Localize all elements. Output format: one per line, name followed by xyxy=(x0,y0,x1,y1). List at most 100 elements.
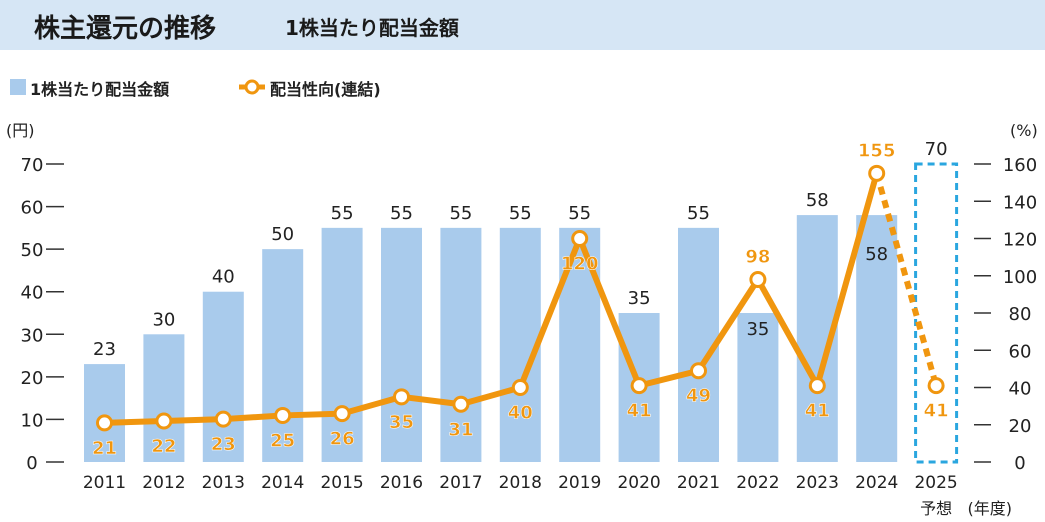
x-tick-label: 2011 xyxy=(83,473,126,493)
bar-value-label: 55 xyxy=(390,203,413,224)
bar-value-label: 50 xyxy=(271,224,294,245)
bar-value-label: 70 xyxy=(925,139,948,160)
bar xyxy=(84,364,125,462)
x-tick-label: 2014 xyxy=(261,473,304,493)
bar xyxy=(262,249,304,462)
payout-value-label: 23 xyxy=(211,434,236,455)
payout-point xyxy=(393,388,410,406)
page-title: 株主還元の推移 xyxy=(34,14,217,44)
header-bar: 株主還元の推移 1株当たり配当金額 xyxy=(0,0,1045,50)
bar xyxy=(440,227,482,462)
bar xyxy=(737,313,779,462)
payout-value-label: 35 xyxy=(389,412,414,433)
payout-point xyxy=(333,405,351,423)
legend-bar-swatch xyxy=(10,79,26,95)
bar-value-label: 35 xyxy=(628,288,651,309)
payout-value-label: 31 xyxy=(448,419,473,440)
payout-value-label: 120 xyxy=(561,254,599,275)
payout-value-label: 26 xyxy=(330,429,355,450)
payout-point xyxy=(690,362,707,380)
x-tick-label: 2017 xyxy=(439,473,482,493)
payout-value-label: 21 xyxy=(92,438,117,459)
payout-value-label: 155 xyxy=(858,140,896,161)
bar-value-label: 58 xyxy=(865,244,888,265)
left-tick-label: 30 xyxy=(21,325,44,346)
payout-point xyxy=(96,414,113,432)
x-tick-label: 2012 xyxy=(142,473,185,493)
right-tick-label: 140 xyxy=(1003,192,1037,213)
left-tick-label: 70 xyxy=(21,155,44,176)
payout-point xyxy=(749,270,767,288)
payout-line xyxy=(104,172,880,426)
x-tick-label: 2018 xyxy=(499,473,542,493)
forecast-note: 予想 xyxy=(920,499,952,518)
bar xyxy=(202,291,244,462)
right-tick-label: 120 xyxy=(1003,230,1037,251)
left-tick-label: 60 xyxy=(21,198,44,219)
left-tick-label: 40 xyxy=(21,283,44,304)
payout-value-label: 40 xyxy=(508,403,533,424)
payout-point xyxy=(571,230,589,247)
left-tick-label: 0 xyxy=(26,453,37,474)
payout-value-label: 98 xyxy=(745,246,770,267)
page-subtitle: 1株当たり配当金額 xyxy=(285,16,459,40)
payout-point xyxy=(155,412,173,430)
left-tick-label: 20 xyxy=(21,368,44,389)
bar xyxy=(321,227,363,462)
payout-point xyxy=(274,406,292,424)
left-axis-unit: (円) xyxy=(6,121,35,140)
payout-point xyxy=(808,377,826,395)
payout-value-label: 41 xyxy=(805,401,830,422)
left-tick-label: 50 xyxy=(21,240,44,261)
bar-value-label: 23 xyxy=(93,339,116,360)
x-tick-label: 2020 xyxy=(617,473,660,493)
payout-line-forecast xyxy=(873,172,939,387)
x-tick-label: 2024 xyxy=(855,473,898,493)
bar-value-label: 55 xyxy=(449,203,472,224)
payout-value-label: 22 xyxy=(151,436,176,457)
payout-point xyxy=(868,164,886,182)
x-tick-label: 2013 xyxy=(202,473,245,493)
legend-line-label: 配当性向(連結) xyxy=(270,80,381,99)
left-tick-label: 10 xyxy=(21,410,44,431)
right-axis-unit: (%) xyxy=(1010,121,1038,140)
right-tick-label: 20 xyxy=(1009,416,1032,437)
right-tick-label: 80 xyxy=(1009,304,1032,325)
x-axis-unit: (年度) xyxy=(968,499,1013,518)
payout-point xyxy=(214,410,232,428)
bar-value-label: 55 xyxy=(331,203,354,224)
x-tick-label: 2019 xyxy=(558,473,601,493)
payout-point xyxy=(927,377,945,395)
payout-value-label: 41 xyxy=(924,401,949,422)
payout-point xyxy=(630,377,648,395)
x-tick-label: 2021 xyxy=(677,473,720,493)
x-tick-label: 2015 xyxy=(320,473,363,493)
bar-value-label: 55 xyxy=(509,203,532,224)
bar-value-label: 40 xyxy=(212,267,235,288)
bar xyxy=(499,227,541,462)
bar-value-label: 30 xyxy=(152,309,175,330)
right-tick-label: 160 xyxy=(1003,155,1037,176)
legend-bar-label: 1株当たり配当金額 xyxy=(30,80,170,99)
x-tick-label: 2025 xyxy=(914,473,957,493)
bar xyxy=(856,215,898,462)
payout-point xyxy=(511,379,529,396)
right-tick-label: 60 xyxy=(1009,341,1032,362)
bar-value-label: 55 xyxy=(687,203,710,224)
payout-value-label: 49 xyxy=(686,386,711,407)
x-tick-label: 2016 xyxy=(380,473,423,493)
right-tick-label: 40 xyxy=(1009,379,1032,400)
bar-value-label: 35 xyxy=(746,319,769,340)
bar xyxy=(143,334,185,462)
right-tick-label: 0 xyxy=(1014,453,1025,474)
bar xyxy=(381,227,422,462)
x-tick-label: 2023 xyxy=(796,473,839,493)
payout-point xyxy=(452,395,470,413)
x-tick-label: 2022 xyxy=(736,473,779,493)
payout-value-label: 25 xyxy=(270,430,295,451)
payout-value-label: 41 xyxy=(627,401,652,422)
bar-value-label: 58 xyxy=(806,190,829,211)
bar-value-label: 55 xyxy=(568,203,591,224)
legend-line-swatch xyxy=(239,79,265,95)
